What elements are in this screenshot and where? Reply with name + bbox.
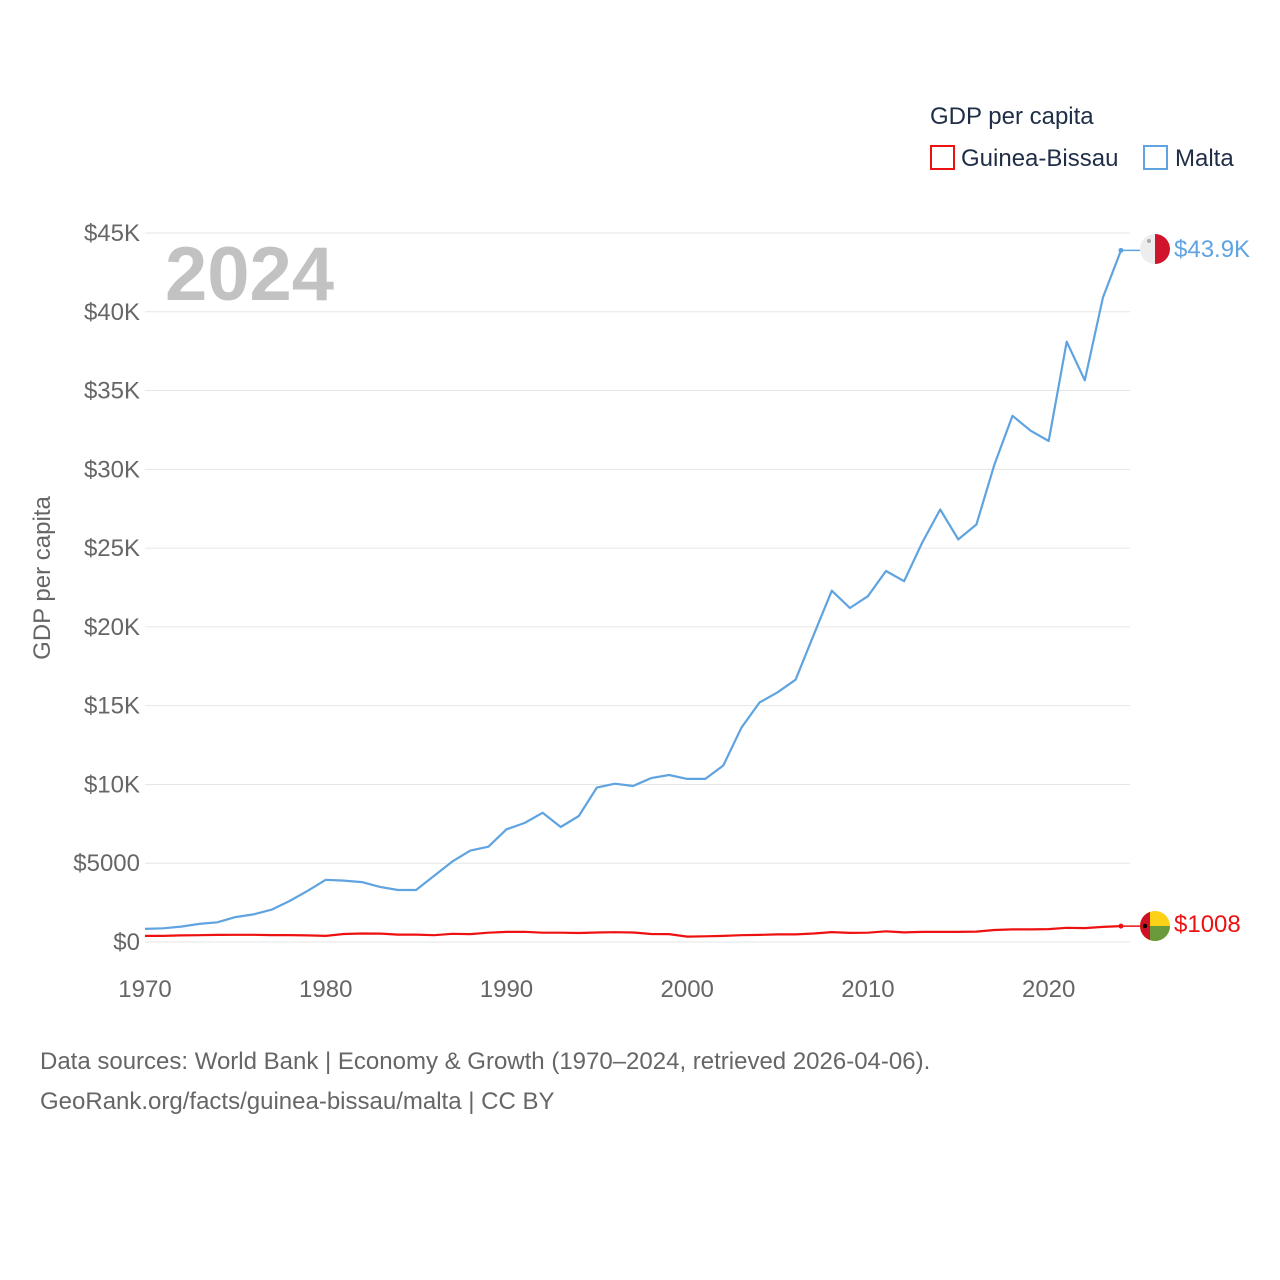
- malta-flag-icon: [1140, 234, 1170, 264]
- y-tick-label: $10K: [84, 771, 140, 798]
- source-line-1: Data sources: World Bank | Economy & Gro…: [40, 1048, 931, 1075]
- x-axis: 1970 1980 1990 2000 2010 2020: [118, 976, 1075, 1003]
- y-axis: $0 $5000 $10K $15K $20K $25K $30K $35K $40K $45K: [73, 220, 140, 956]
- source-line-2: GeoRank.org/facts/guinea-bissau/malta | …: [40, 1088, 555, 1115]
- y-tick-label: $15K: [84, 693, 140, 720]
- source-note: Data sources: World Bank | Economy & Gro…: [40, 1042, 930, 1122]
- x-tick-label: 2000: [661, 976, 714, 1003]
- series-lines: [144, 247, 1140, 938]
- x-tick-label: 1980: [299, 976, 352, 1003]
- series-line-malta: [144, 249, 1123, 930]
- legend: GDP per capita Guinea-Bissau Malta: [930, 103, 1234, 172]
- y-tick-label: $5000: [73, 850, 140, 877]
- legend-item-guinea-bissau[interactable]: Guinea-Bissau: [930, 145, 1118, 172]
- y-axis-label: GDP per capita: [29, 496, 56, 660]
- year-label: 2024: [165, 232, 334, 317]
- y-tick-label: $35K: [84, 378, 140, 405]
- y-tick-label: $30K: [84, 456, 140, 483]
- end-point-guinea-bissau: [1118, 923, 1124, 929]
- legend-item-malta[interactable]: Malta: [1143, 145, 1234, 172]
- line-chart: $0$5000$10K$15K$20K$25K$30K$35K$40K$45K …: [29, 103, 1250, 1003]
- grid-lines: [145, 232, 1130, 943]
- guinea-bissau-flag-icon: [1140, 911, 1170, 941]
- x-tick-label: 1990: [480, 976, 533, 1003]
- y-tick-label: $0: [113, 929, 140, 956]
- guinea-bissau-end-value: $1008: [1174, 911, 1241, 938]
- y-tick-label: $20K: [84, 614, 140, 641]
- x-tick-label: 1970: [118, 976, 171, 1003]
- y-tick-label: $25K: [84, 535, 140, 562]
- legend-swatch-malta: [1143, 145, 1168, 170]
- x-tick-label: 2020: [1022, 976, 1075, 1003]
- malta-end-value: $43.9K: [1174, 236, 1250, 263]
- series-line-guinea-bissau: [145, 925, 1122, 938]
- y-tick-label: $45K: [84, 220, 140, 247]
- end-point-malta: [1118, 247, 1124, 253]
- legend-title: GDP per capita: [930, 103, 1094, 130]
- legend-label-malta: Malta: [1175, 145, 1234, 172]
- legend-swatch-guinea-bissau: [930, 145, 955, 170]
- x-tick-label: 2010: [841, 976, 894, 1003]
- y-tick-label: $40K: [84, 299, 140, 326]
- legend-label-guinea-bissau: Guinea-Bissau: [961, 145, 1118, 172]
